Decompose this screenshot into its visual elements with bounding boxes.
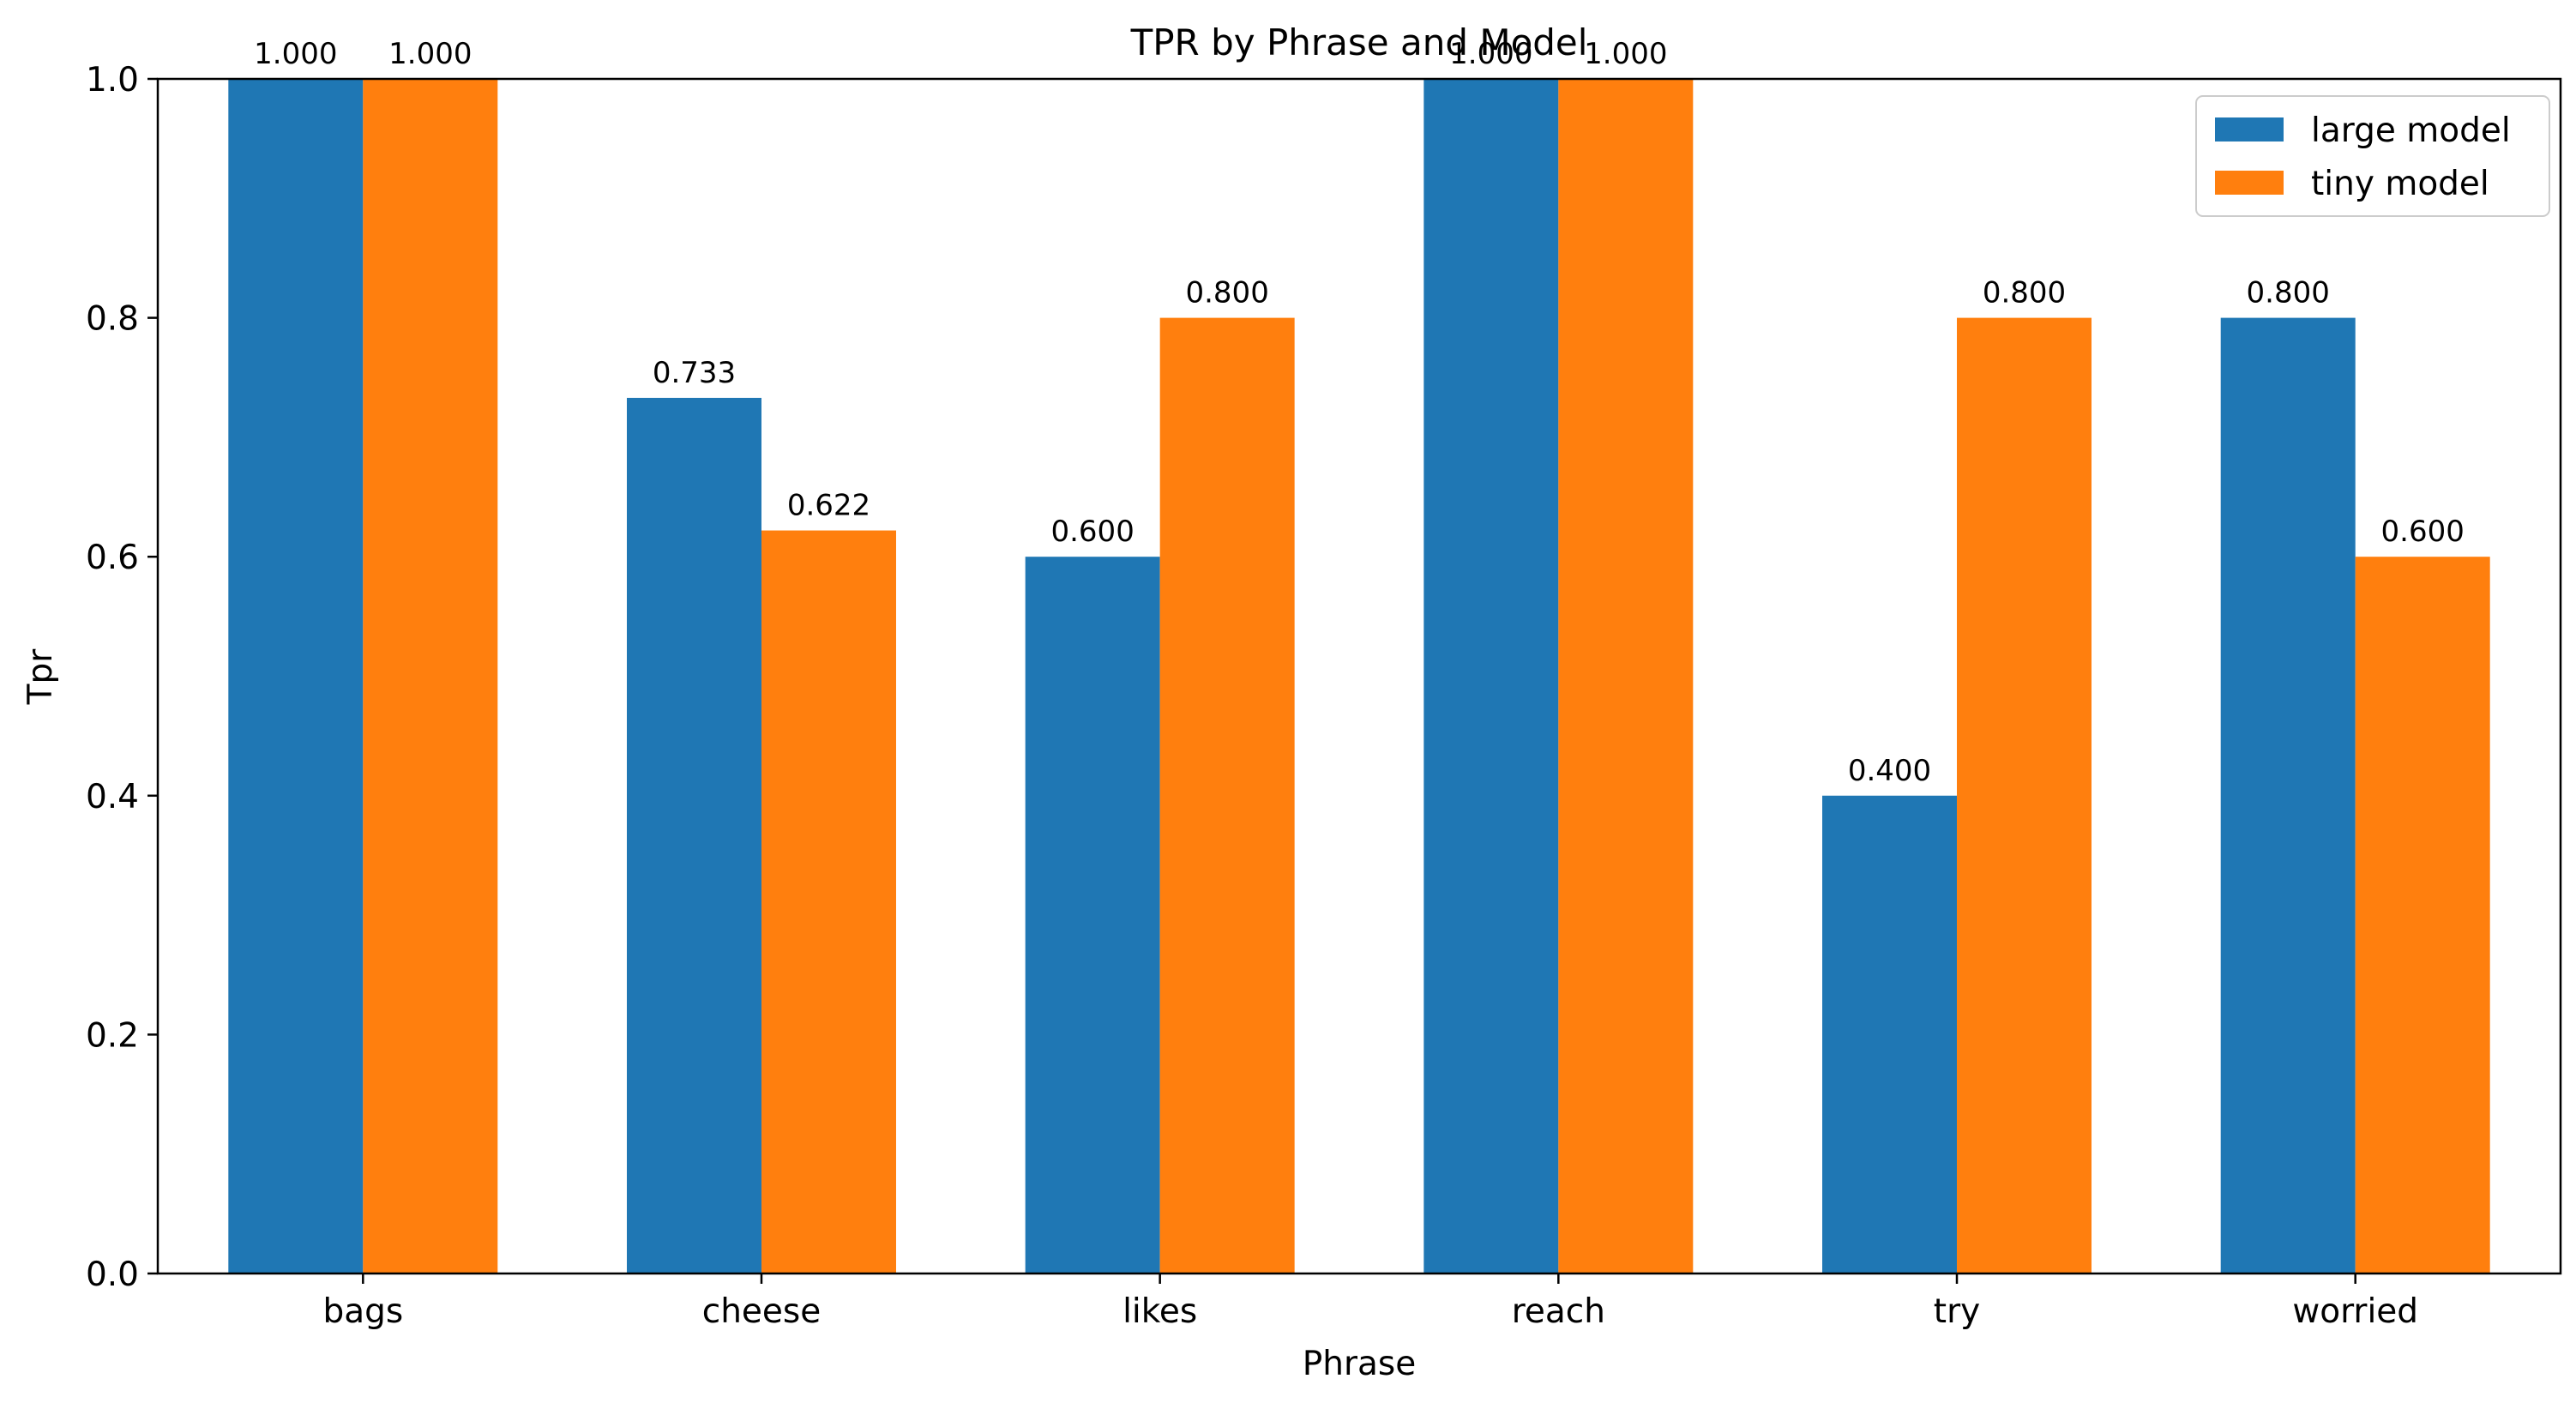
bar-worried-tiny [2355,557,2490,1274]
data-label-likes-tiny: 0.800 [1185,276,1268,310]
data-label-worried-large: 0.800 [2247,276,2330,310]
x-tick-label-try: try [1934,1292,1980,1331]
bars-layer [228,79,2490,1274]
bar-bags-tiny [363,79,498,1274]
y-tick-label: 0.2 [86,1016,139,1055]
x-tick-label-likes: likes [1122,1292,1197,1331]
x-axis-label: Phrase [1303,1345,1416,1383]
y-tick-label: 0.8 [86,300,139,339]
bar-likes-tiny [1159,317,1295,1274]
data-label-worried-tiny: 0.600 [2381,515,2465,549]
x-tick-label-reach: reach [1512,1292,1605,1331]
legend-label-tiny: tiny model [2311,165,2489,203]
chart-title: TPR by Phrase and Model [1130,21,1588,63]
x-tick-label-cheese: cheese [702,1292,821,1331]
bar-bags-large [228,79,364,1274]
bar-reach-large [1423,79,1559,1274]
y-tick-label: 1.0 [86,61,139,99]
data-label-cheese-large: 0.733 [653,356,736,390]
plot-frame [156,77,2562,1275]
legend-box [2195,95,2550,217]
data-label-bags-tiny: 1.000 [388,37,472,71]
legend-swatch-tiny [2215,171,2284,195]
data-label-try-tiny: 0.800 [1983,276,2066,310]
axes-layer: 0.0 0.2 0.4 0.6 0.8 1.0 bags cheese likes reach tr… [86,61,2562,1331]
y-tick-label: 0.0 [86,1255,139,1294]
bar-reach-tiny [1558,79,1694,1274]
x-tick-label-worried: worried [2292,1292,2418,1331]
legend-swatch-large [2215,117,2284,142]
data-label-reach-large: 1.000 [1449,37,1532,71]
y-tick-label: 0.6 [86,539,139,577]
x-tick-label-bags: bags [322,1292,403,1331]
bar-cheese-tiny [761,530,896,1274]
bar-likes-large [1025,557,1160,1274]
data-labels-layer: 1.000 1.000 0.733 0.622 0.600 0.800 1.000 1.000… [254,37,2465,788]
y-tick-label: 0.4 [86,778,139,816]
bar-try-tiny [1957,317,2092,1274]
legend: large model tiny model [2195,95,2550,217]
data-label-cheese-tiny: 0.622 [787,489,870,523]
data-label-bags-large: 1.000 [254,37,337,71]
data-label-reach-tiny: 1.000 [1584,37,1667,71]
bar-cheese-large [626,397,761,1274]
bar-try-large [1822,795,1958,1274]
legend-label-large: large model [2311,111,2511,150]
bar-worried-large [2220,317,2356,1274]
y-axis-label: Tpr [21,648,60,706]
data-label-try-large: 0.400 [1848,754,1931,788]
data-label-likes-large: 0.600 [1050,515,1134,549]
